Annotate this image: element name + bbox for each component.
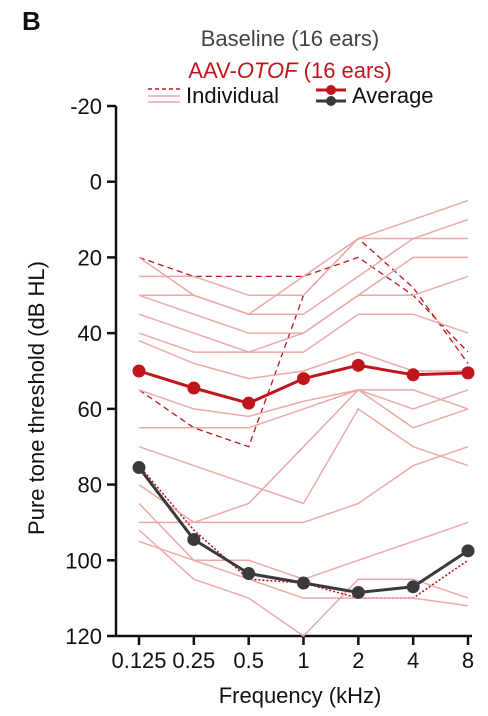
legend-average-label: Average — [352, 83, 434, 108]
legend-treated-text: AAV-OTOF (16 ears) — [188, 58, 391, 83]
treated-average-point — [406, 368, 420, 382]
individual-line — [138, 313, 469, 353]
baseline-average-point — [132, 461, 146, 475]
average-lines — [132, 358, 475, 599]
y-tick-label: 40 — [78, 321, 102, 346]
legend-individual-swatch — [148, 88, 180, 103]
x-tick-label: 0.125 — [111, 648, 166, 673]
legend-individual-label: Individual — [186, 83, 279, 108]
baseline-average-point — [351, 585, 365, 599]
individual-lines — [138, 199, 469, 637]
x-tick-label: 8 — [462, 648, 474, 673]
individual-line — [139, 218, 469, 315]
y-tick-label: 20 — [78, 245, 102, 270]
baseline-average-point — [297, 576, 310, 590]
x-axis-title: Frequency (kHz) — [219, 683, 382, 708]
individual-line — [139, 237, 468, 297]
y-tick-label: 60 — [78, 397, 102, 422]
y-axis-title: Pure tone threshold (dB HL) — [24, 261, 49, 535]
individual-line — [139, 389, 469, 429]
y-tick-label: -20 — [70, 94, 102, 119]
treated-average-point — [297, 372, 310, 386]
treated-average-point — [351, 358, 365, 372]
y-axis: -20 0 20 40 60 80 100 120 — [65, 94, 118, 649]
individual-line — [139, 445, 469, 524]
individual-line — [138, 275, 469, 353]
x-tick-label: 1 — [297, 648, 309, 673]
panel-label: B — [22, 6, 41, 36]
individual-dashed-line — [138, 256, 469, 353]
x-tick-label: 4 — [407, 648, 419, 673]
y-tick-label: 120 — [65, 624, 102, 649]
individual-line — [138, 389, 469, 418]
legend: Baseline (16 ears) AAV-OTOF (16 ears) In… — [148, 26, 434, 108]
treated-average-point — [461, 366, 475, 380]
individual-line — [138, 407, 469, 505]
y-tick-label: 0 — [90, 170, 102, 195]
baseline-average-point — [406, 580, 420, 594]
treated-average-point — [132, 364, 146, 378]
y-tick-label: 100 — [65, 548, 102, 573]
individual-dashed-line — [138, 237, 469, 448]
treated-average-point — [242, 396, 256, 410]
x-tick-label: 2 — [352, 648, 364, 673]
x-tick-label: 0.25 — [172, 648, 215, 673]
treated-average-point — [187, 381, 201, 395]
individual-line — [138, 529, 469, 637]
y-tick-label: 80 — [78, 473, 102, 498]
legend-average-swatch — [316, 85, 346, 106]
legend-baseline-text: Baseline (16 ears) — [201, 26, 380, 51]
baseline-average-point — [461, 544, 475, 558]
x-axis: 0.125 0.25 0.5 1 2 4 8 — [111, 634, 474, 673]
x-tick-label: 0.5 — [233, 648, 264, 673]
baseline-average-point — [187, 532, 201, 546]
individual-line — [138, 502, 469, 607]
baseline-average-point — [242, 567, 256, 581]
